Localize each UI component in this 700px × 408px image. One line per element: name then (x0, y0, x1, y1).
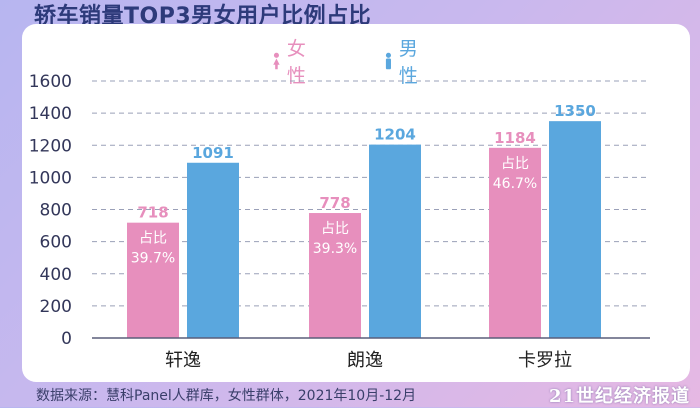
y-tick-label: 1400 (29, 104, 72, 124)
female-icon (273, 52, 280, 70)
share-value: 39.3% (313, 241, 357, 257)
share-value: 39.7% (131, 251, 175, 267)
bar-male (187, 162, 239, 338)
data-label: 718 (137, 204, 168, 222)
data-label: 778 (319, 194, 350, 212)
y-tick-label: 800 (40, 201, 72, 221)
y-tick-label: 1600 (29, 72, 72, 92)
y-tick-label: 0 (61, 329, 72, 349)
data-label: 1184 (494, 129, 536, 147)
data-label: 1204 (374, 126, 416, 144)
bar-female (309, 213, 361, 338)
bar-female (127, 222, 179, 338)
bar-male (549, 121, 601, 338)
x-tick-label: 轩逸 (165, 350, 201, 371)
data-label: 1350 (554, 102, 596, 120)
bar-chart: 0 200 400 600 800 1000 1200 1400 1600 718 1091 占比 39… (29, 72, 650, 371)
share-label: 占比 (501, 156, 529, 172)
x-tick-label: 卡罗拉 (518, 350, 572, 371)
legend-item-male: 男性 (384, 34, 423, 88)
y-tick-label: 1200 (29, 136, 72, 156)
legend-label-male: 男性 (398, 38, 418, 87)
y-tick-label: 200 (40, 297, 72, 317)
share-label: 占比 (139, 231, 167, 247)
y-tick-label: 400 (40, 265, 72, 285)
y-tick-label: 1000 (29, 168, 72, 188)
data-label: 1091 (192, 144, 234, 162)
share-value: 46.7% (493, 176, 537, 192)
y-tick-label: 600 (40, 233, 72, 253)
x-tick-label: 朗逸 (347, 350, 383, 371)
bar-female (489, 147, 541, 338)
male-icon (385, 52, 391, 70)
bar-male (369, 144, 421, 338)
data-source-note: 数据来源：慧科Panel人群库，女性群体，2021年10月-12月 (36, 388, 417, 404)
watermark-logo: 21世纪经济报道 (548, 386, 690, 407)
share-label: 占比 (321, 221, 349, 237)
